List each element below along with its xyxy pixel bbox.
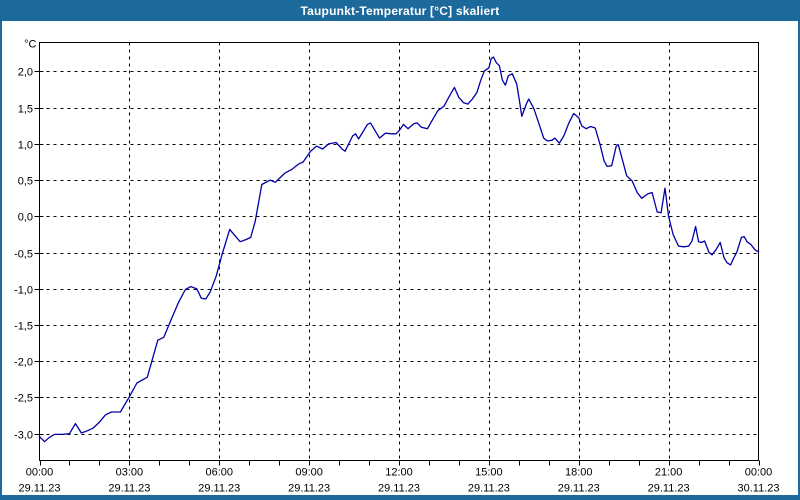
x-date-label: 29.11.23 [288, 483, 330, 495]
y-tick-label: 0,5 [18, 176, 33, 188]
x-date-label: 29.11.23 [558, 483, 600, 495]
x-time-label: 00:00 [745, 467, 773, 479]
y-tick-label: -1,5 [14, 321, 33, 333]
window-title: Taupunkt-Temperatur [°C] skaliert [300, 3, 500, 18]
x-date-label: 29.11.23 [18, 483, 60, 495]
y-tick-label: -2,5 [14, 393, 33, 405]
x-time-label: 03:00 [116, 467, 144, 479]
y-axis-unit-label: °C [24, 39, 36, 51]
x-date-label: 29.11.23 [648, 483, 690, 495]
y-tick-label: -0,5 [14, 249, 33, 261]
x-time-label: 00:00 [26, 467, 54, 479]
y-tick-label: 1,0 [18, 140, 33, 152]
x-time-label: 09:00 [295, 467, 323, 479]
y-tick-label: -3,0 [14, 430, 33, 442]
x-date-label: 30.11.23 [737, 483, 779, 495]
y-tick-label: 1,5 [18, 104, 33, 116]
x-date-label: 29.11.23 [108, 483, 150, 495]
y-tick-label: 0,0 [18, 212, 33, 224]
temperature-line [38, 56, 760, 443]
x-date-label: 29.11.23 [468, 483, 510, 495]
y-tick-label: -1,0 [14, 285, 33, 297]
x-time-label: 15:00 [475, 467, 503, 479]
x-date-label: 29.11.23 [198, 483, 240, 495]
x-time-label: 21:00 [655, 467, 683, 479]
y-tick-label: -2,0 [14, 357, 33, 369]
window-titlebar[interactable]: Taupunkt-Temperatur [°C] skaliert [0, 0, 800, 21]
x-time-label: 18:00 [565, 467, 593, 479]
x-date-label: 29.11.23 [378, 483, 420, 495]
x-time-label: 12:00 [385, 467, 413, 479]
y-tick-label: 2,0 [18, 67, 33, 79]
x-time-label: 06:00 [205, 467, 233, 479]
